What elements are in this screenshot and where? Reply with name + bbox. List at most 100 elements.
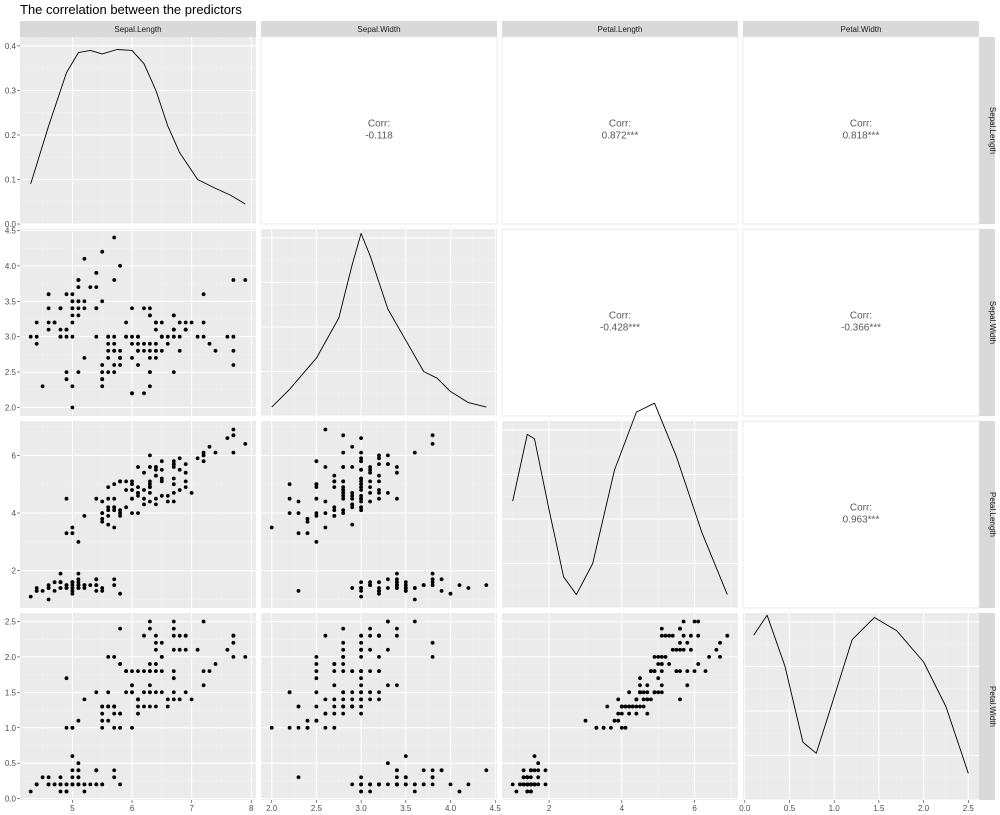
row-strip-sepal-width — [979, 229, 995, 416]
data-point — [359, 499, 363, 504]
data-point — [341, 662, 346, 666]
data-point — [350, 697, 355, 702]
data-point — [350, 505, 355, 510]
data-point — [377, 690, 381, 695]
data-point — [64, 583, 69, 587]
data-point — [201, 334, 206, 339]
data-point — [148, 479, 152, 484]
data-point — [70, 768, 75, 773]
data-point — [124, 479, 128, 484]
data-point — [341, 488, 346, 492]
y-tick-label: 0.4 — [5, 42, 17, 51]
data-point — [189, 491, 194, 495]
data-point — [159, 669, 164, 673]
data-point — [656, 690, 661, 695]
data-point — [659, 662, 664, 666]
data-point — [154, 662, 158, 666]
data-point — [689, 647, 693, 652]
data-point — [165, 697, 170, 702]
data-point — [386, 577, 390, 582]
data-point — [189, 320, 194, 325]
data-point — [76, 718, 81, 723]
data-point — [46, 583, 51, 587]
data-point — [76, 577, 81, 582]
data-point — [359, 690, 363, 695]
data-point — [70, 591, 75, 596]
data-point — [377, 586, 381, 590]
strip-label-petal-width: Petal.Width — [841, 25, 882, 34]
scatter-panel — [20, 229, 256, 416]
data-point — [76, 370, 81, 374]
data-point — [201, 292, 206, 297]
data-point — [112, 577, 117, 582]
data-point — [323, 633, 328, 638]
data-point — [341, 640, 346, 645]
data-point — [670, 633, 675, 638]
data-point — [395, 782, 399, 787]
x-tick-label: 1.5 — [873, 804, 885, 813]
corr-panel — [260, 36, 498, 225]
data-point — [359, 589, 363, 593]
data-point — [350, 493, 355, 498]
data-point — [341, 690, 346, 695]
data-point — [70, 531, 75, 536]
x-tick-label: 1.0 — [829, 804, 841, 813]
data-point — [100, 704, 105, 709]
data-point — [403, 589, 408, 593]
data-point — [106, 704, 111, 709]
x-tick-label: 6 — [692, 804, 697, 813]
data-point — [287, 496, 292, 501]
data-point — [430, 580, 435, 585]
data-point — [386, 462, 390, 466]
data-point — [130, 683, 134, 688]
data-point — [118, 626, 122, 631]
data-point — [368, 499, 372, 504]
data-point — [148, 491, 152, 495]
data-point — [377, 479, 381, 484]
data-point — [148, 485, 152, 489]
data-point — [656, 655, 661, 659]
data-point — [368, 647, 372, 652]
data-point — [395, 768, 399, 773]
data-point — [386, 619, 390, 624]
data-point — [142, 496, 146, 501]
data-point — [532, 768, 537, 773]
density-curve-petal-width — [753, 614, 969, 774]
data-point — [638, 683, 642, 688]
data-point — [183, 320, 188, 325]
data-point — [100, 377, 105, 382]
corr-label: Corr: — [850, 503, 872, 514]
data-point — [350, 496, 355, 501]
data-point — [652, 655, 657, 659]
data-point — [430, 577, 435, 582]
points-petal-width-vs-sepal-length — [28, 619, 248, 794]
data-point — [165, 341, 170, 346]
data-point — [64, 292, 69, 297]
strip-sepal-width — [261, 21, 497, 37]
density-curve-sepal-width — [271, 233, 487, 408]
strip-label-sepal-width: Sepal.Width — [357, 25, 400, 34]
data-point — [231, 633, 236, 638]
data-point — [154, 647, 158, 652]
scatter-panel — [261, 613, 497, 800]
data-point — [350, 690, 355, 695]
data-point — [64, 334, 69, 339]
data-point — [159, 655, 164, 659]
data-point — [76, 768, 81, 773]
corr-label: Corr: — [609, 119, 631, 130]
data-point — [112, 508, 117, 513]
data-point — [368, 669, 372, 673]
data-point — [359, 594, 363, 599]
data-point — [76, 586, 81, 590]
data-point — [142, 669, 146, 673]
data-point — [314, 482, 319, 487]
data-point — [142, 488, 146, 492]
data-point — [314, 676, 319, 681]
data-point — [681, 619, 686, 624]
data-point — [692, 669, 697, 673]
data-point — [678, 669, 682, 673]
data-point — [518, 782, 522, 787]
data-point — [124, 690, 128, 695]
data-point — [165, 334, 170, 339]
data-point — [159, 640, 164, 645]
